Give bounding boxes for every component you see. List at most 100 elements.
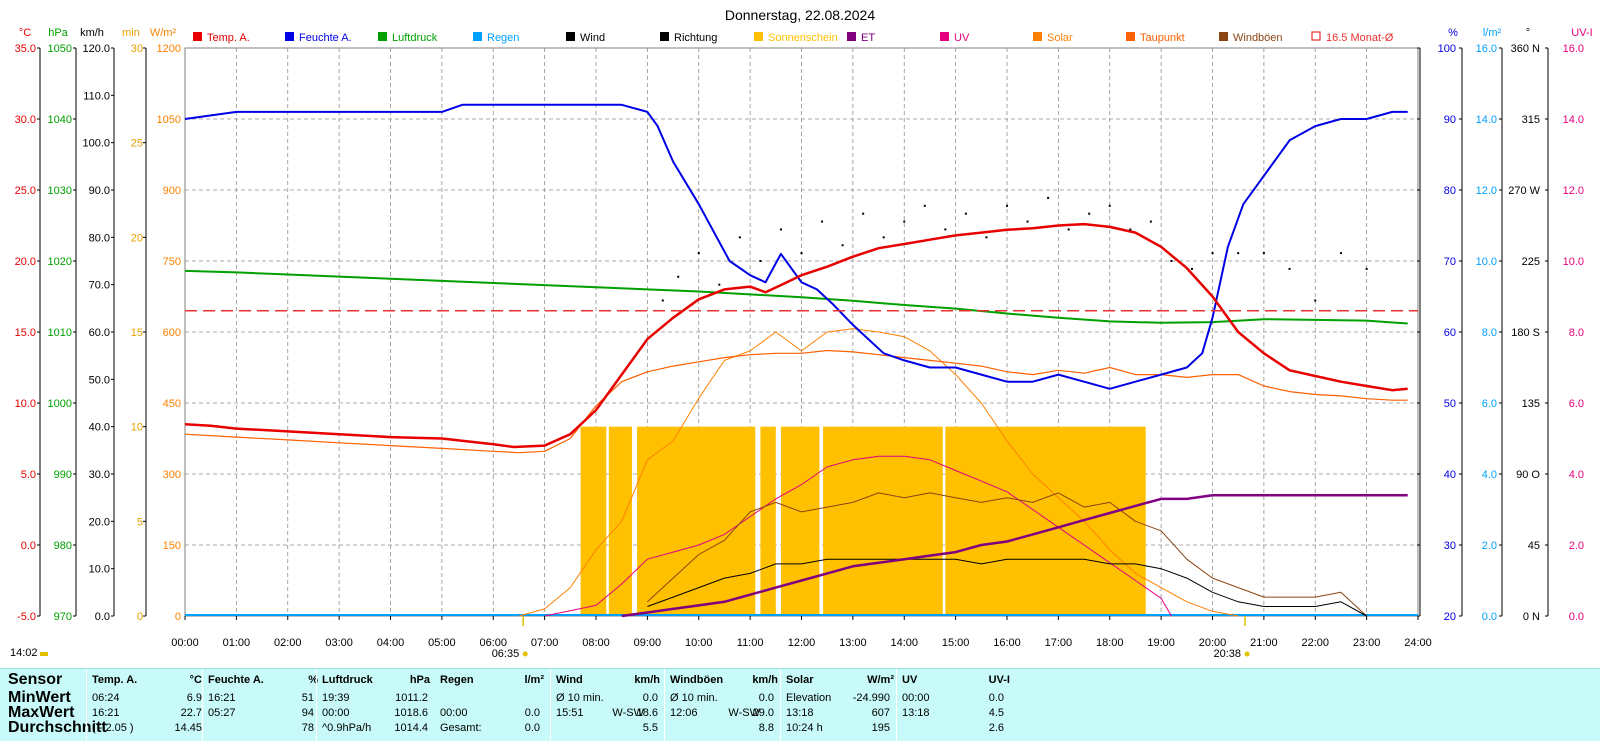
left-axes: 35.030.025.020.015.010.05.00.0-5.0°C1050… (15, 27, 181, 623)
tick-label: 100 (1438, 43, 1456, 55)
tick-label: 16.0 (1476, 43, 1497, 55)
stats-header-unit: km/h (634, 674, 660, 686)
legend-swatch (193, 32, 202, 41)
stats-cell: 0.0 (642, 692, 658, 704)
tick-label: 900 (163, 185, 181, 197)
direction-point (1129, 228, 1132, 231)
direction-point (1108, 204, 1111, 207)
tick-label: 10.0 (89, 564, 110, 576)
stats-header-unit: km/h (752, 674, 778, 686)
wind-axis-unit: km/h (80, 27, 104, 39)
tick-label: 15.0 (15, 327, 36, 339)
tick-label: 8.0 (1569, 327, 1584, 339)
stats-cell: 1018.6 (394, 707, 428, 719)
stats-cell: 2.6 (988, 722, 1004, 734)
legend-item-5: Richtung (660, 32, 717, 44)
legend-item-9: Solar (1033, 32, 1073, 44)
stats-cell: 00:00 (322, 707, 350, 719)
plot-area (184, 103, 1418, 618)
legend-label: Temp. A. (207, 32, 250, 44)
legend-item-0: Temp. A. (193, 32, 250, 44)
tick-label: 14.0 (1563, 114, 1584, 126)
tick-label: 0.0 (1569, 611, 1584, 623)
stats-header-unit: W/m² (867, 674, 894, 686)
uvi-axis: 16.0 14.0 12.0 10.0 8.0 6.0 4.0 2.0 0.0 UV-I (1545, 27, 1593, 623)
stats-cell: 14.45 (174, 722, 202, 734)
stats-column-gust: Windböen km/h Ø 10 min. 0.0 12:06 W-SW 29.0 8.8 (664, 669, 778, 741)
legend-swatch (285, 32, 294, 41)
tick-label: 270 W (1508, 185, 1540, 197)
solar-axis-unit: W/m² (150, 27, 177, 39)
current-time: 14:02 (10, 647, 38, 659)
tick-label: 25 (131, 138, 143, 150)
stats-cell: 16:21 (208, 692, 236, 704)
direction-point (944, 228, 947, 231)
humidity-axis: 100 90 80 70 60 50 40 30 20% (1417, 27, 1458, 623)
stats-cell: 00:00 (440, 707, 468, 719)
tick-label: 90 O (1516, 469, 1540, 481)
tick-label: 120.0 (82, 43, 110, 55)
rain-axis-unit: l/m² (1483, 27, 1502, 39)
rain-axis: 16.0 14.0 12.0 10.0 8.0 6.0 4.0 2.0 0.0 l/m² (1459, 27, 1501, 623)
tick-label: 1040 (48, 114, 72, 126)
pressure-series (184, 269, 1408, 325)
tick-label: 135 (1522, 398, 1540, 410)
stats-cell: 19:39 (322, 692, 350, 704)
stats-header: UV (902, 674, 918, 686)
stats-row-label: MaxWert (8, 704, 75, 721)
stats-cell: 22.7 (180, 707, 202, 719)
legend-swatch (378, 32, 387, 41)
current-time-marker (40, 652, 48, 656)
tick-label: 225 (1522, 256, 1540, 268)
direction-point (1211, 252, 1214, 255)
stats-cell: 607 (871, 707, 890, 719)
legend-item-7: ET (847, 32, 875, 44)
stats-cell: 1011.2 (395, 692, 428, 704)
tick-label: 1200 (157, 43, 181, 55)
stats-cell: W-SW (728, 707, 760, 719)
sunshine-axis: 30 25 20 15 10 5 0 min (122, 27, 147, 623)
x-tick-label: 04:00 (377, 637, 405, 649)
tick-label: 70.0 (89, 280, 110, 292)
tick-label: 0.0 (1482, 611, 1497, 623)
tick-label: 150 (163, 540, 181, 552)
legend-label: Solar (1047, 32, 1073, 44)
stats-column-hum: Feuchte A.% 16:21 51 05:27 94 78 (202, 669, 318, 741)
legend-swatch (1033, 32, 1042, 41)
tick-label: 110.0 (83, 90, 110, 102)
tick-label: 6.0 (1569, 398, 1584, 410)
pressure-axis: 1050 1040 1030 1020 1010 1000 990 980 970 hPa (48, 27, 77, 623)
direction-point (1365, 267, 1368, 270)
chart-title: Donnerstag, 22.08.2024 (725, 7, 875, 23)
legend-swatch (847, 32, 856, 41)
legend: Temp. A. Feuchte A. Luftdruck Regen Wind Rich… (193, 31, 1394, 44)
legend-label: Regen (487, 32, 519, 44)
tick-label: 60.0 (89, 327, 110, 339)
tick-label: 35.0 (15, 43, 36, 55)
direction-point (1237, 252, 1240, 255)
tick-label: 4.0 (1482, 469, 1497, 481)
stats-header: Solar (786, 674, 814, 686)
x-tick-label: 03:00 (325, 637, 353, 649)
tick-label: 30.0 (89, 469, 110, 481)
tick-label: 450 (163, 398, 181, 410)
direction-point (1149, 220, 1152, 223)
x-tick-label: 12:00 (788, 637, 816, 649)
tick-label: 750 (163, 256, 181, 268)
tick-label: 0.0 (95, 611, 110, 623)
tick-label: 5.0 (21, 469, 36, 481)
x-tick-label: 11:00 (737, 637, 764, 649)
stats-cell: 51 (301, 692, 314, 704)
direction-point (1047, 196, 1050, 199)
x-tick-label: 16:00 (993, 637, 1021, 649)
direction-point (1262, 252, 1265, 255)
tick-label: 1000 (48, 398, 72, 410)
tick-label: 10 (131, 422, 143, 434)
uvi-axis-unit: UV-I (1571, 27, 1592, 39)
x-tick-label: 13:00 (839, 637, 867, 649)
tick-label: 1030 (48, 185, 72, 197)
stats-cell: 18.6 (636, 707, 658, 719)
direction-point (661, 299, 664, 302)
tick-label: 0.0 (21, 540, 36, 552)
stats-cell: 06:24 (92, 692, 120, 704)
